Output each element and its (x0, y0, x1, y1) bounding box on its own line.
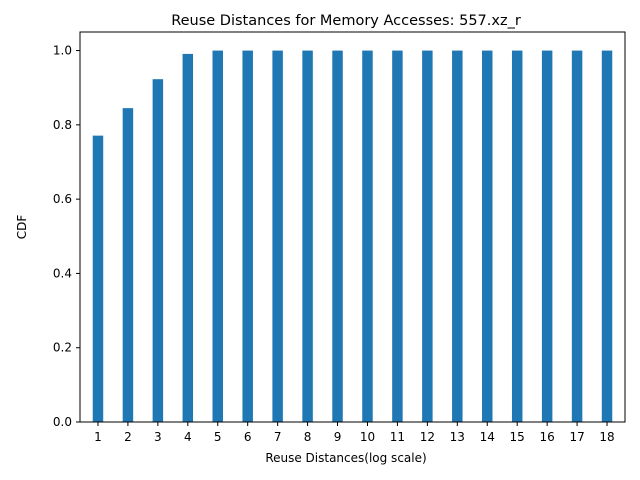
x-tick-label: 8 (304, 430, 312, 444)
bar-1 (92, 135, 104, 422)
bars-layer (92, 50, 613, 423)
bar-2 (122, 108, 134, 423)
x-tick-label: 5 (214, 430, 222, 444)
chart-title: Reuse Distances for Memory Accesses: 557… (171, 13, 521, 29)
bar-13 (452, 50, 463, 422)
bar-11 (392, 50, 403, 422)
bar-10 (362, 50, 373, 422)
x-tick-label: 12 (420, 430, 435, 444)
y-tick-label: 0.8 (53, 118, 72, 132)
x-tick-label: 7 (274, 430, 282, 444)
x-axis-label: Reuse Distances(log scale) (265, 451, 426, 465)
x-tick-label: 17 (569, 430, 584, 444)
x-tick-label: 10 (360, 430, 375, 444)
bar-12 (422, 50, 433, 422)
x-tick-label: 6 (244, 430, 252, 444)
y-axis-ticks: 0.0 0.2 0.4 0.6 0.8 1.0 (53, 44, 80, 429)
bar-7 (272, 50, 283, 422)
x-tick-label: 4 (184, 430, 192, 444)
x-tick-label: 2 (124, 430, 132, 444)
bar-8 (302, 50, 313, 422)
x-tick-label: 16 (540, 430, 555, 444)
plot-frame (79, 31, 626, 423)
x-tick-label: 3 (154, 430, 162, 444)
bar-9 (332, 50, 343, 422)
bar-17 (571, 50, 583, 422)
bar-14 (482, 50, 493, 422)
y-tick-label: 0.2 (53, 341, 72, 355)
bar-5 (212, 50, 223, 422)
y-tick-label: 0.4 (53, 266, 72, 280)
bar-15 (511, 50, 523, 422)
bar-6 (242, 50, 253, 422)
bar-3 (152, 79, 164, 423)
x-tick-label: 9 (334, 430, 342, 444)
x-tick-label: 11 (390, 430, 405, 444)
y-tick-label: 0.0 (53, 415, 72, 429)
y-tick-label: 1.0 (53, 44, 72, 58)
y-axis-label: CDF (15, 215, 29, 240)
x-tick-label: 13 (450, 430, 465, 444)
x-tick-label: 18 (599, 430, 614, 444)
x-tick-label: 14 (480, 430, 495, 444)
bar-4 (182, 53, 194, 423)
bar-18 (601, 50, 613, 422)
x-axis-ticks: 1 2 3 4 5 6 7 8 9 10 11 12 13 14 15 16 17 18 (94, 422, 615, 444)
bar-16 (541, 50, 553, 422)
x-tick-label: 1 (94, 430, 102, 444)
x-tick-label: 15 (510, 430, 525, 444)
y-tick-label: 0.6 (53, 192, 72, 206)
